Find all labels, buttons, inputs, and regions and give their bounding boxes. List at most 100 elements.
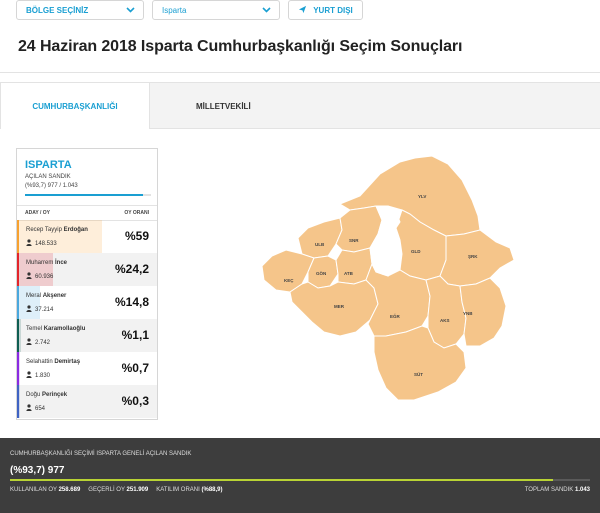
candidate-name: Muharrem İnce — [26, 260, 67, 266]
chevron-down-icon — [123, 3, 137, 17]
results-card: ISPARTA AÇILAN SANDIK (%93,7) 977 / 1.04… — [16, 148, 158, 420]
candidate-first-name: Meral — [26, 293, 42, 299]
turnout-stat: KATILIM ORANI (%88,9) — [156, 487, 222, 493]
used-votes-label: KULLANILAN OY — [10, 487, 57, 493]
ballot-progress-bar — [25, 194, 151, 196]
ballot-progress-fill — [25, 194, 144, 196]
candidate-row[interactable]: Temel Karamollaoğlu 2.742 %1,1 — [17, 319, 157, 352]
abroad-button[interactable]: YURT DIŞI — [288, 0, 363, 20]
used-votes-stat: KULLANILAN OY 258.689 — [10, 487, 80, 493]
district-label: YLV — [418, 194, 426, 199]
candidate-percentage: %0,7 — [121, 361, 149, 375]
district-ulb[interactable]: ULB — [297, 217, 343, 259]
top-bar: BÖLGE SEÇİNİZ Isparta YURT DIŞI — [0, 0, 600, 24]
footer-progress-bar — [10, 479, 590, 481]
district-label: MER — [334, 304, 345, 309]
rate-column-header: OY ORANI — [124, 210, 149, 216]
used-votes-value: 258.689 — [58, 487, 81, 493]
turnout-value: (%88,9) — [201, 487, 223, 493]
candidate-row[interactable]: Meral Akşener 37.214 %14,8 — [17, 286, 157, 319]
district-gon[interactable]: GÖN — [307, 255, 339, 289]
candidate-percentage: %0,3 — [121, 394, 149, 408]
chevron-down-icon — [259, 3, 273, 17]
district-map: YLV GLD ŞRK ULB SNR KEÇ GÖN ATB — [250, 155, 520, 404]
district-srk[interactable]: ŞRK — [439, 229, 515, 287]
candidate-votes: 1.830 — [26, 371, 50, 380]
region-select-label: BÖLGE SEÇİNİZ — [26, 5, 89, 15]
lake-egirdir — [369, 205, 401, 277]
candidate-name: Meral Akşener — [26, 293, 66, 299]
vote-count: 148.533 — [35, 240, 57, 247]
candidate-row[interactable]: Muharrem İnce 60.936 %24,2 — [17, 253, 157, 286]
vote-count: 37.214 — [35, 306, 54, 313]
candidate-color-bar — [17, 352, 19, 385]
district-map-svg: YLV GLD ŞRK ULB SNR KEÇ GÖN ATB — [261, 155, 515, 401]
turnout-label: KATILIM ORANI — [156, 487, 200, 493]
district-label: GLD — [411, 249, 421, 254]
candidate-name: Recep Tayyip Erdoğan — [26, 227, 88, 233]
candidate-color-bar — [17, 253, 19, 286]
candidate-column-header: ADAY / OY — [25, 210, 51, 216]
district-aks[interactable]: AKS — [425, 275, 467, 349]
ballot-label: AÇILAN SANDIK — [25, 174, 71, 180]
district-label: GÖN — [316, 270, 326, 276]
candidate-last-name: Akşener — [42, 293, 67, 299]
candidate-last-name: Perinçek — [42, 392, 68, 398]
footer-progress-fill — [10, 479, 554, 481]
tab-presidential[interactable]: CUMHURBAŞKANLIĞI — [0, 82, 150, 129]
ballot-value: (%93,7) 977 / 1.043 — [25, 183, 78, 189]
person-icon — [26, 239, 32, 248]
district-label: ATB — [344, 271, 354, 276]
district-label: ŞRK — [468, 254, 478, 259]
vote-count: 1.830 — [35, 372, 51, 379]
candidate-first-name: Selahattin — [26, 359, 53, 365]
candidate-name: Temel Karamollaoğlu — [26, 326, 85, 332]
candidate-last-name: Demirtaş — [54, 359, 81, 365]
district-label: SNR — [349, 238, 359, 243]
candidate-share-fill — [19, 253, 53, 286]
vote-count: 654 — [35, 405, 46, 412]
candidate-name: Selahattin Demirtaş — [26, 359, 80, 365]
district-label: KEÇ — [284, 278, 294, 283]
candidate-row[interactable]: Selahattin Demirtaş 1.830 %0,7 — [17, 352, 157, 385]
candidate-row[interactable]: Recep Tayyip Erdoğan 148.533 %59 — [17, 220, 157, 253]
person-icon — [26, 404, 32, 413]
candidate-row[interactable]: Doğu Perinçek 654 %0,3 — [17, 385, 157, 418]
person-icon — [26, 272, 32, 281]
valid-votes-value: 251.909 — [126, 487, 149, 493]
region-select[interactable]: BÖLGE SEÇİNİZ — [16, 0, 144, 20]
footer-ballot-value: (%93,7) 977 — [10, 465, 65, 476]
vote-count: 60.936 — [35, 273, 54, 280]
tab-parliamentary[interactable]: MİLLETVEKİLİ — [150, 82, 600, 129]
candidate-last-name: Karamollaoğlu — [43, 326, 86, 332]
candidate-share-fill — [19, 220, 102, 253]
candidate-color-bar — [17, 319, 19, 352]
footer-stats: KULLANILAN OY 258.689 GEÇERLİ OY 251.909… — [10, 487, 223, 493]
candidate-first-name: Recep Tayyip — [26, 227, 62, 233]
divider — [0, 72, 600, 73]
candidate-share-fill — [19, 319, 21, 352]
send-icon — [298, 5, 307, 16]
candidate-votes: 37.214 — [26, 305, 53, 314]
election-tabs: CUMHURBAŞKANLIĞI MİLLETVEKİLİ — [0, 82, 600, 129]
candidate-share-fill — [19, 352, 20, 385]
district-label: SÜT — [414, 371, 423, 377]
district-sut[interactable]: SÜT — [373, 325, 467, 401]
city-select-label: Isparta — [162, 5, 187, 15]
candidate-first-name: Muharrem — [26, 260, 54, 266]
results-header: ADAY / OY OY ORANI — [17, 205, 157, 221]
candidate-votes: 2.742 — [26, 338, 50, 347]
valid-votes-stat: GEÇERLİ OY 251.909 — [88, 487, 148, 493]
valid-votes-label: GEÇERLİ OY — [88, 487, 125, 493]
candidate-percentage: %59 — [124, 229, 149, 243]
district-label: EĞR — [390, 312, 401, 319]
person-icon — [26, 305, 32, 314]
province-name: ISPARTA — [25, 159, 72, 171]
district-mer[interactable]: MER — [289, 279, 379, 337]
tab-parliamentary-label: MİLLETVEKİLİ — [196, 102, 251, 111]
candidate-last-name: Erdoğan — [63, 227, 88, 233]
person-icon — [26, 371, 32, 380]
city-select[interactable]: Isparta — [152, 0, 280, 20]
district-ynb[interactable]: YNB — [459, 277, 507, 347]
footer-heading: CUMHURBAŞKANLIĞI SEÇİMİ ISPARTA GENELİ A… — [10, 451, 192, 457]
